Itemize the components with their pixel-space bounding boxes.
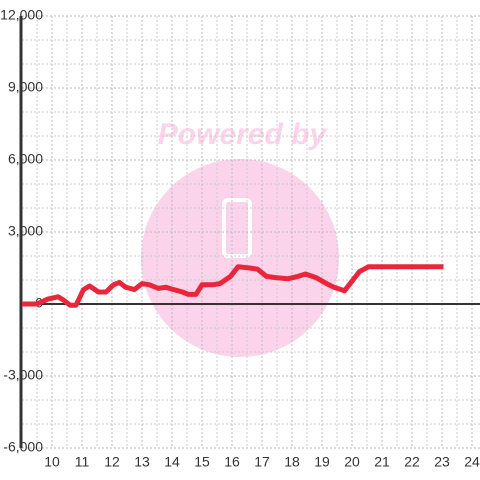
data-line — [22, 264, 444, 308]
x-tick-label: 17 — [254, 454, 270, 470]
x-tick-label: 18 — [284, 454, 300, 470]
watermark-icon — [222, 198, 252, 258]
x-tick-label: 23 — [434, 454, 450, 470]
x-tick-label: 16 — [224, 454, 240, 470]
y-tick-label: 6,000 — [8, 151, 43, 167]
x-tick-label: 12 — [104, 454, 120, 470]
x-tick-label: 11 — [75, 454, 90, 470]
x-tick-label: 13 — [134, 454, 150, 470]
x-tick-label: 10 — [44, 454, 60, 470]
x-tick-label: 21 — [374, 454, 390, 470]
x-tick-label: 14 — [164, 454, 180, 470]
y-tick-label: -3,000 — [3, 367, 43, 383]
x-tick-label: 15 — [194, 454, 210, 470]
y-tick-label: 3,000 — [8, 223, 43, 239]
x-tick-label: 22 — [404, 454, 420, 470]
watermark-text: Powered by — [158, 118, 328, 151]
x-tick-label: 24 — [464, 454, 480, 470]
y-tick-label: -6,000 — [3, 439, 43, 455]
x-tick-label: 19 — [314, 454, 330, 470]
x-tick-label: 20 — [344, 454, 360, 470]
y-tick-label: 9,000 — [8, 79, 43, 95]
y-tick-label: 12,000 — [0, 7, 43, 23]
